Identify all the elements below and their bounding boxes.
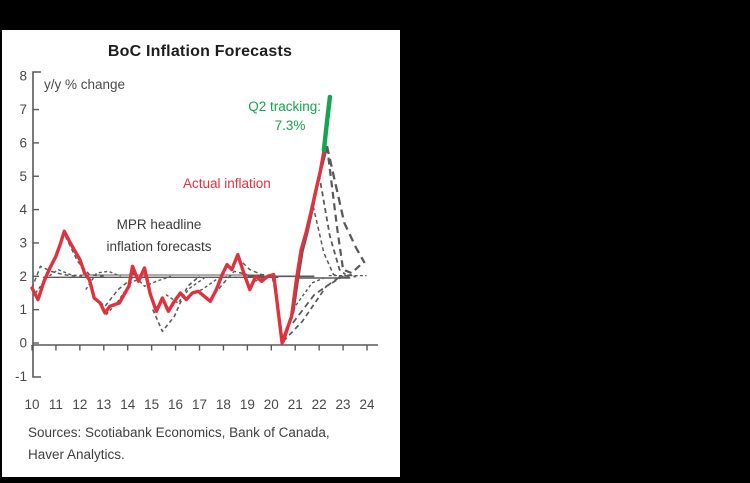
series-forecasts <box>325 146 366 275</box>
q2-tracking-value: 7.3% <box>274 118 306 133</box>
y-axis-units-label: y/y % change <box>44 77 126 92</box>
chart-panel: BoC Inflation Forecasts 8 7 6 5 4 3 2 1 0 -1 10 11 1… <box>0 30 400 477</box>
svg-text:13: 13 <box>96 397 111 412</box>
q2-tracking-annotation: Q2 tracking: <box>248 99 321 114</box>
sources-line2: Haver Analytics. <box>28 447 125 462</box>
svg-text:17: 17 <box>192 397 207 412</box>
svg-text:18: 18 <box>216 397 231 412</box>
svg-text:4: 4 <box>19 202 27 217</box>
actual-inflation-annotation: Actual inflation <box>183 176 271 191</box>
svg-text:15: 15 <box>144 397 159 412</box>
svg-text:6: 6 <box>19 135 27 150</box>
mpr-annotation-line2: inflation forecasts <box>106 239 212 254</box>
svg-text:22: 22 <box>312 397 327 412</box>
svg-text:20: 20 <box>264 397 279 412</box>
series-forecasts <box>31 265 78 289</box>
svg-text:19: 19 <box>240 397 255 412</box>
svg-text:2: 2 <box>19 269 27 284</box>
series-forecasts <box>254 275 291 282</box>
series-forecasts <box>325 145 366 264</box>
svg-text:3: 3 <box>19 235 27 250</box>
sources-note: Sources: Scotiabank Economics, Bank of C… <box>28 422 388 466</box>
series-q2_tracking <box>321 94 333 153</box>
letterbox-right <box>400 0 750 483</box>
svg-text:14: 14 <box>120 397 136 412</box>
svg-text:11: 11 <box>49 397 63 412</box>
svg-text:7: 7 <box>19 102 27 117</box>
svg-text:21: 21 <box>288 397 303 412</box>
chart-title: BoC Inflation Forecasts <box>107 43 293 60</box>
series-forecasts <box>93 277 133 308</box>
svg-text:12: 12 <box>72 397 87 412</box>
svg-text:16: 16 <box>168 397 183 412</box>
mpr-annotation-line1: MPR headline <box>116 217 202 232</box>
series-actual <box>30 149 326 345</box>
svg-text:5: 5 <box>19 169 27 184</box>
series-forecasts <box>131 272 172 287</box>
svg-text:24: 24 <box>359 397 375 412</box>
series-forecasts <box>318 174 347 276</box>
series-forecasts <box>292 275 357 324</box>
panel-left-border <box>0 30 2 477</box>
svg-text:10: 10 <box>24 397 39 412</box>
series-forecasts <box>282 277 325 342</box>
letterbox-bottom <box>0 477 400 483</box>
svg-text:1: 1 <box>19 302 27 317</box>
svg-text:23: 23 <box>336 397 351 412</box>
svg-text:0: 0 <box>19 336 27 351</box>
series-forecasts <box>312 206 341 278</box>
sources-line1: Sources: Scotiabank Economics, Bank of C… <box>28 425 330 440</box>
svg-text:-1: -1 <box>15 369 27 384</box>
series-forecasts <box>152 275 201 333</box>
mpr-forecasts-annotation: MPR headline inflation forecasts <box>93 214 225 258</box>
svg-text:8: 8 <box>19 69 27 84</box>
